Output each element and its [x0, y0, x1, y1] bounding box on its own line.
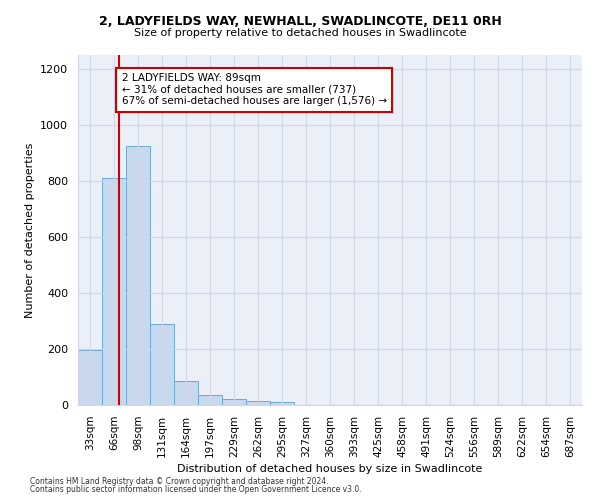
Text: Size of property relative to detached houses in Swadlincote: Size of property relative to detached ho…	[134, 28, 466, 38]
Bar	[270, 402, 294, 405]
Bar	[150, 324, 174, 405]
Bar	[174, 381, 198, 405]
Text: Contains HM Land Registry data © Crown copyright and database right 2024.: Contains HM Land Registry data © Crown c…	[30, 477, 329, 486]
Text: 2 LADYFIELDS WAY: 89sqm
← 31% of detached houses are smaller (737)
67% of semi-d: 2 LADYFIELDS WAY: 89sqm ← 31% of detache…	[122, 73, 387, 106]
Text: Contains public sector information licensed under the Open Government Licence v3: Contains public sector information licen…	[30, 485, 362, 494]
Y-axis label: Number of detached properties: Number of detached properties	[25, 142, 35, 318]
Text: 2, LADYFIELDS WAY, NEWHALL, SWADLINCOTE, DE11 0RH: 2, LADYFIELDS WAY, NEWHALL, SWADLINCOTE,…	[98, 15, 502, 28]
X-axis label: Distribution of detached houses by size in Swadlincote: Distribution of detached houses by size …	[178, 464, 482, 474]
Bar	[222, 400, 246, 405]
Bar	[78, 350, 102, 405]
Bar	[246, 401, 270, 405]
Bar	[102, 178, 126, 405]
Bar	[126, 146, 150, 405]
Bar	[198, 395, 222, 405]
